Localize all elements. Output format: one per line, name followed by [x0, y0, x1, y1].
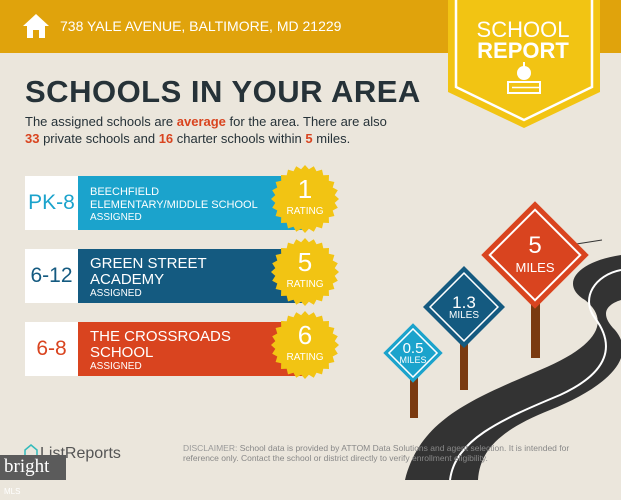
school-row[interactable]: THE CROSSROADS SCHOOL ASSIGNED: [78, 322, 303, 376]
apple-on-book-icon: [507, 62, 541, 94]
bright-mls-logo: bright MLS: [0, 455, 66, 496]
school-name: BEECHFIELD: [90, 185, 160, 198]
page-title: SCHOOLS IN YOUR AREA: [25, 74, 421, 109]
distance-sign-1-3: [422, 265, 506, 349]
rating-value: 1: [297, 174, 313, 204]
rating-value: 5: [297, 247, 313, 277]
distance-sign-5: [481, 201, 589, 309]
school-status: ASSIGNED: [90, 211, 142, 223]
badge-line-2: REPORT: [477, 38, 569, 63]
disclaimer: DISCLAIMER: School data is provided by A…: [183, 443, 570, 463]
rating-seal: [271, 311, 339, 379]
rating-value: 6: [297, 320, 313, 350]
rating-label: RATING: [286, 206, 324, 217]
school-name: SCHOOL: [90, 343, 154, 361]
grade-range: 6-12: [25, 249, 78, 303]
sign-unit: MILES: [448, 310, 479, 321]
school-name: THE CROSSROADS: [90, 327, 231, 345]
school-report-badge: [448, 0, 600, 128]
property-address: 738 YALE AVENUE, BALTIMORE, MD 21229: [60, 18, 342, 34]
school-name: GREEN STREET: [90, 254, 207, 272]
rating-label: RATING: [286, 352, 324, 363]
school-name: ACADEMY: [90, 270, 165, 288]
rating-label: RATING: [286, 279, 324, 290]
school-row[interactable]: BEECHFIELD ELEMENTARY/MIDDLE SCHOOL ASSIGN…: [78, 176, 303, 230]
school-status: ASSIGNED: [90, 360, 142, 372]
distance-sign-0-5: [383, 323, 443, 383]
home-icon: [23, 14, 49, 38]
badge-line-1: SCHOOL: [476, 17, 570, 42]
sign-unit: MILES: [515, 260, 555, 275]
sign-unit: MILES: [399, 355, 427, 365]
school-status: ASSIGNED: [90, 287, 142, 299]
school-name: ELEMENTARY/MIDDLE SCHOOL: [90, 198, 258, 211]
sign-value: 5: [528, 232, 542, 259]
rating-seal: [271, 165, 339, 233]
sign-value: 1.3: [452, 293, 476, 312]
grade-range: 6-8: [25, 322, 78, 376]
summary-text: The assigned schools are average for the…: [25, 114, 387, 146]
rating-seal: [271, 238, 339, 306]
grade-range: PK-8: [25, 176, 78, 230]
school-row[interactable]: GREEN STREET ACADEMY ASSIGNED: [78, 249, 303, 303]
sign-value: 0.5: [402, 340, 424, 357]
